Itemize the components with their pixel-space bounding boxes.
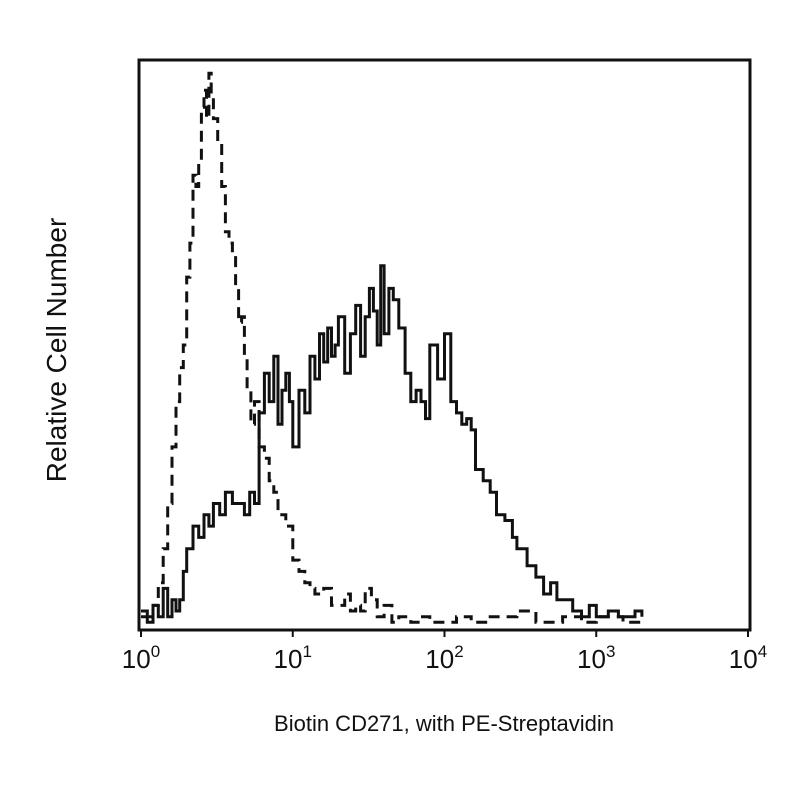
stained-histogram-solid	[141, 264, 644, 624]
x-tick-label: 101	[274, 642, 312, 674]
x-axis-ticks: 100 101 102 103 104	[122, 630, 767, 674]
x-axis-title: Biotin CD271, with PE-Streptavidin	[274, 711, 614, 736]
y-axis-title: Relative Cell Number	[41, 218, 72, 483]
x-tick-label: 102	[425, 642, 463, 674]
x-tick-label: 100	[122, 642, 160, 674]
x-tick-label: 104	[729, 642, 767, 674]
x-tick-label: 103	[577, 642, 615, 674]
control-histogram-dashed	[141, 71, 642, 624]
series-layer	[141, 71, 644, 624]
